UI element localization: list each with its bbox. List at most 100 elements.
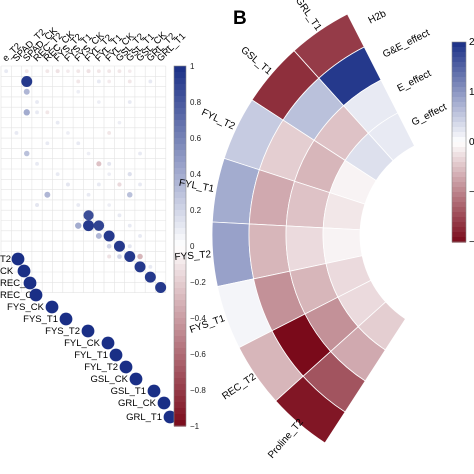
diagonal-dot [17, 264, 31, 278]
colorbar-segment [174, 354, 186, 361]
diagonal-dot [101, 336, 115, 350]
colorbar-segment [452, 222, 466, 228]
colorbar-segment [452, 167, 466, 173]
diagonal-dot [11, 252, 25, 266]
correlation-dot [45, 110, 50, 115]
colorbar-segment [174, 396, 186, 403]
ring-label: G_effect [410, 102, 449, 129]
colorbar-segment [174, 138, 186, 145]
diagonal-label: GRL_CK [118, 398, 157, 409]
correlation-dot [23, 88, 30, 95]
circular-cells [211, 13, 416, 444]
correlation-dot [93, 220, 105, 231]
diagonal-label: GRL_T1 [126, 412, 162, 423]
diagonal-dot [147, 384, 161, 398]
diagonal-label: GSL_CK [91, 374, 129, 385]
correlation-dot [96, 161, 102, 167]
colorbar-segment [174, 102, 186, 109]
colorbar-segment [452, 117, 466, 123]
diagonal-labels: T2CKREC_T2REC_CKFYS_CKFYS_T1FYS_T2FYL_CK… [0, 252, 177, 424]
diagonal-label: FYS_T2 [45, 326, 80, 337]
correlation-dot [83, 220, 95, 232]
colorbar-segment [174, 306, 186, 313]
colorbar-segment [174, 210, 186, 217]
diagonal-label: REC_CK [0, 290, 39, 301]
correlation-dot [107, 161, 112, 166]
colorbar-segment [174, 90, 186, 97]
colorbar-segment [174, 414, 186, 421]
sector-label: REC_T2 [220, 371, 258, 402]
diagonal-label: FYS_T1 [23, 314, 58, 325]
correlation-dot [144, 271, 156, 283]
colorbar-tick-label: −1 [190, 422, 200, 431]
correlation-dot [107, 79, 111, 84]
correlation-dot [97, 100, 101, 104]
correlation-dot [124, 251, 136, 263]
diagonal-dot [163, 410, 177, 424]
colorbar-segment [452, 112, 466, 118]
colorbar-segment [174, 252, 186, 259]
diagonal-label: GSL_T1 [111, 386, 146, 397]
colorbar-segment [174, 108, 186, 115]
column-labels: e_T2SPAD_T2SPAD_CKREC_T2REC_CKFYS_T2FYS_… [0, 25, 188, 64]
colorbar-segment [452, 72, 466, 78]
correlation-dot [86, 192, 91, 197]
correlation-dot [45, 141, 50, 146]
correlation-dot [138, 151, 142, 156]
colorbar-segment [174, 156, 186, 163]
correlation-dots [4, 69, 167, 293]
colorbar-tick-label: −0.2 [190, 278, 206, 287]
correlation-dot [76, 89, 81, 94]
colorbar-segment [452, 52, 466, 58]
correlation-dot [117, 213, 122, 218]
colorbar-segment [174, 126, 186, 133]
correlation-dot [117, 182, 122, 187]
diagonal-dot [23, 276, 37, 290]
ring-label: E_effect [396, 68, 434, 94]
colorbar-segment [452, 212, 466, 218]
colorbar-segment [174, 192, 186, 199]
colorbar-segment [174, 246, 186, 253]
colorbar-segment [174, 264, 186, 271]
correlation-dot [75, 222, 82, 229]
colorbar-segment [452, 57, 466, 63]
colorbar-segment [174, 330, 186, 337]
correlation-dot [127, 79, 132, 84]
colorbar-segment [452, 97, 466, 103]
diagonal-label: FYL_T2 [84, 362, 118, 373]
colorbar-segment [174, 78, 186, 85]
colorbar-segment [174, 150, 186, 157]
colorbar-segment [174, 318, 186, 325]
correlation-dot [107, 131, 112, 135]
correlation-dot [76, 203, 81, 207]
colorbar-frame [451, 41, 467, 243]
colorbar-segment [452, 142, 466, 148]
circular-colorbar: 2 1 0 −1 −2 [451, 37, 474, 248]
colorbar-segment [452, 87, 466, 93]
sector-label: GRL_T1 [293, 0, 324, 33]
colorbar-tick-label: 2 [469, 37, 474, 48]
correlation-dot [96, 182, 101, 187]
correlation-dot [86, 69, 91, 74]
colorbar-segment [174, 336, 186, 343]
correlation-dot [134, 261, 146, 273]
diagonal-dot [109, 348, 123, 362]
correlation-dot [66, 69, 70, 73]
colorbar-segment [452, 92, 466, 98]
diagonal-dot [119, 360, 133, 374]
correlation-dot [66, 131, 70, 135]
correlation-dot [83, 210, 94, 221]
colorbar-tick-label: 0.4 [190, 170, 202, 179]
colorbar-segment [452, 107, 466, 113]
colorbar-segment [174, 222, 186, 229]
colorbar-segment [452, 122, 466, 128]
colorbar-segment [452, 157, 466, 163]
correlation-dot [35, 161, 39, 166]
diagonal-label: T2 [0, 254, 11, 265]
colorbar-segment [174, 228, 186, 235]
circular-cell [357, 301, 407, 351]
colorbar-segment [452, 137, 466, 143]
correlation-dot [137, 253, 143, 260]
colorbar-tick-label: 0 [190, 242, 195, 251]
